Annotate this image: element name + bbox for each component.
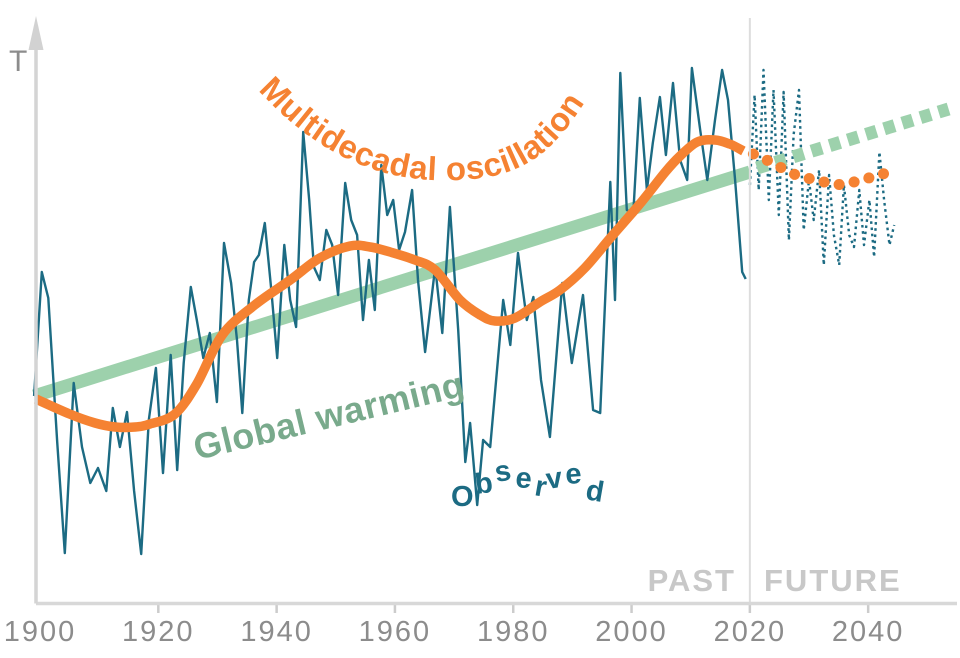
- y-axis-arrowhead-icon: [28, 16, 44, 50]
- x-axis-tick-label: 1980: [477, 616, 550, 648]
- y-axis-title: T: [9, 45, 27, 78]
- axis-ticks-and-labels: 1900 1920 1940 1960 1980 2000 2020 2040: [4, 18, 905, 648]
- x-axis-tick-label: 1920: [122, 616, 195, 648]
- x-axis-tick-label: 2040: [832, 616, 905, 648]
- series-lines: [32, 66, 951, 556]
- x-axis-tick-label: 2000: [595, 616, 668, 648]
- series-multidecadal-oscillation-past-: [33, 135, 746, 433]
- past-label: PAST: [648, 563, 736, 598]
- series-global-warming-trend-future-: [755, 102, 951, 175]
- series-observed-future-projection-: [748, 68, 896, 267]
- x-axis-tick-label: 2020: [714, 616, 787, 648]
- series-multidecadal-oscillation-future-: [747, 148, 898, 191]
- x-axis-tick-label: 1960: [359, 616, 432, 648]
- x-axis-tick-label: 1900: [4, 616, 77, 648]
- label-global-warming: Global warming: [189, 363, 468, 468]
- series-observed-past-: [32, 66, 747, 556]
- x-axis-tick-label: 1940: [240, 616, 313, 648]
- future-label: FUTURE: [764, 563, 902, 598]
- label-multidecadal-oscillation: Multidecadal oscillation: [253, 69, 591, 187]
